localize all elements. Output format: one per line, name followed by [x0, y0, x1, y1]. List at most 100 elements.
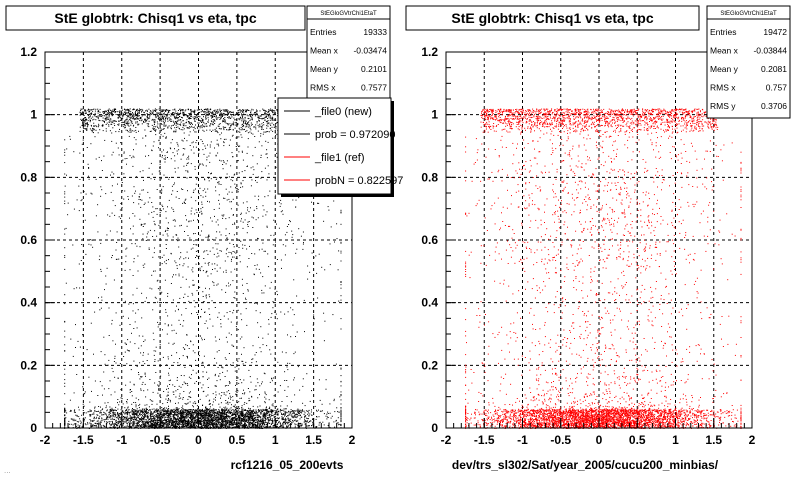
scatter-point	[255, 413, 257, 415]
scatter-point	[163, 413, 165, 414]
scatter-point	[273, 424, 275, 426]
scatter-point	[154, 409, 156, 411]
scatter-point	[155, 113, 157, 115]
scatter-point	[135, 121, 137, 123]
scatter-point	[79, 111, 81, 113]
scatter-point	[226, 409, 228, 411]
scatter-point	[238, 424, 240, 426]
scatter-point	[241, 410, 243, 412]
scatter-point	[143, 418, 144, 419]
scatter-point	[135, 131, 137, 133]
scatter-point	[173, 426, 175, 428]
scatter-point	[242, 110, 244, 112]
scatter-point	[239, 109, 241, 110]
scatter-point	[162, 110, 164, 112]
scatter-point	[223, 417, 225, 419]
scatter-point	[209, 421, 211, 423]
scatter-point	[150, 415, 152, 417]
scatter-point	[254, 126, 256, 128]
scatter-point	[271, 119, 273, 121]
scatter-point	[240, 422, 242, 424]
scatter-point	[139, 418, 140, 420]
scatter-point	[146, 110, 148, 112]
scatter-point	[222, 416, 224, 418]
scatter-point	[228, 116, 230, 118]
scatter-point	[217, 417, 219, 418]
scatter-point	[161, 422, 163, 424]
scatter-point	[213, 419, 215, 421]
scatter-point	[224, 117, 226, 119]
scatter-point	[250, 112, 252, 114]
scatter-point	[223, 119, 225, 121]
scatter-point	[81, 112, 82, 114]
scatter-point	[275, 119, 277, 121]
scatter-point	[229, 413, 231, 415]
scatter-point	[164, 423, 166, 425]
scatter-point	[191, 419, 193, 421]
scatter-point	[175, 410, 177, 412]
scatter-point	[253, 426, 255, 428]
scatter-point	[93, 118, 95, 120]
scatter-point	[73, 418, 75, 420]
scatter-point	[183, 123, 185, 125]
scatter-point	[130, 124, 132, 126]
scatter-point	[144, 416, 146, 418]
scatter-point	[183, 115, 184, 117]
scatter-point	[298, 424, 300, 426]
scatter-point	[334, 426, 336, 428]
scatter-point	[125, 129, 127, 131]
scatter-point	[294, 423, 296, 425]
scatter-point	[241, 415, 242, 417]
scatter-point	[85, 412, 87, 414]
scatter-point	[131, 120, 133, 122]
scatter-point	[288, 414, 290, 416]
scatter-point	[268, 410, 270, 412]
scatter-point	[248, 412, 250, 413]
scatter-point	[255, 424, 257, 425]
scatter-point	[241, 113, 242, 115]
scatter-point	[257, 419, 258, 421]
scatter-point	[158, 421, 160, 423]
scatter-point	[269, 416, 271, 417]
scatter-point	[153, 425, 155, 427]
scatter-point	[148, 410, 150, 412]
scatter-point	[168, 111, 170, 113]
scatter-point	[203, 425, 205, 427]
scatter-point	[235, 409, 237, 411]
scatter-point	[191, 425, 193, 427]
scatter-point	[179, 420, 181, 422]
scatter-point	[95, 424, 97, 426]
scatter-point	[229, 422, 231, 423]
scatter-point	[158, 415, 160, 417]
scatter-point	[293, 412, 295, 414]
scatter-point	[271, 420, 273, 422]
scatter-point	[263, 124, 265, 126]
scatter-point	[143, 414, 145, 416]
scatter-point	[266, 418, 268, 420]
scatter-point	[206, 111, 208, 113]
scatter-point	[296, 415, 298, 417]
scatter-point	[168, 417, 170, 419]
scatter-point	[193, 412, 195, 414]
scatter-point	[262, 423, 264, 424]
scatter-point	[176, 122, 177, 124]
scatter-point	[256, 419, 258, 421]
scatter-point	[276, 411, 278, 413]
scatter-point	[250, 410, 252, 412]
scatter-point	[68, 420, 70, 422]
scatter-point	[245, 419, 247, 421]
scatter-point	[203, 116, 204, 118]
scatter-point	[166, 411, 168, 412]
scatter-point	[160, 417, 162, 419]
scatter-point	[172, 421, 174, 423]
scatter-point	[77, 426, 79, 428]
scatter-point	[143, 417, 145, 419]
scatter-point	[161, 114, 163, 116]
scatter-point	[82, 127, 84, 129]
scatter-point	[235, 426, 236, 428]
scatter-point	[154, 128, 156, 130]
scatter-point	[248, 419, 250, 420]
scatter-point	[118, 120, 120, 122]
scatter-point	[223, 420, 225, 422]
scatter-point	[171, 409, 173, 411]
